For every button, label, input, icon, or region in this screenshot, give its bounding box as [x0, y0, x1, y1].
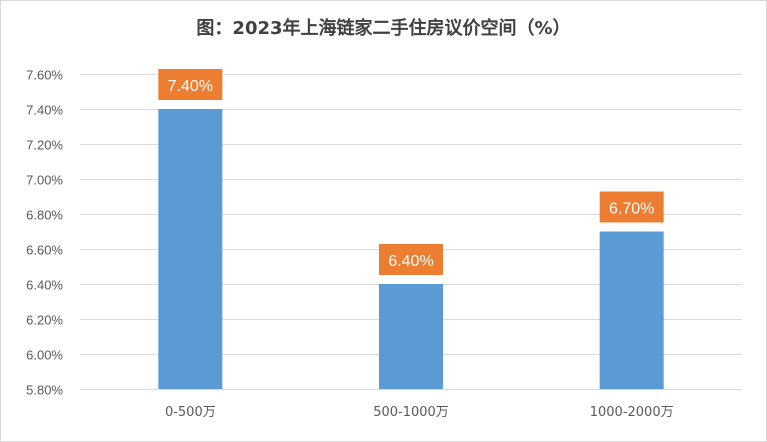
data-labels: 7.40% 6.40% 6.70% [158, 69, 664, 275]
y-tick-label: 7.40% [26, 103, 63, 118]
y-tick-label: 6.20% [26, 313, 63, 328]
x-tick-label: 0-500万 [165, 405, 216, 420]
y-tick-label: 6.40% [26, 278, 63, 293]
y-tick-label: 7.60% [26, 68, 63, 83]
y-axis-ticks: 7.60% 7.40% 7.20% 7.00% 6.80% 6.60% 6.40% 6.20%… [26, 68, 63, 398]
bar [379, 284, 443, 389]
y-tick-label: 7.00% [26, 173, 63, 188]
data-label: 6.70% [609, 201, 654, 218]
data-label-box [379, 244, 443, 275]
x-axis-ticks: 0-500万 500-1000万 1000-2000万 [165, 405, 674, 420]
y-tick-label: 6.80% [26, 208, 63, 223]
data-label: 6.40% [388, 253, 433, 270]
y-tick-label: 6.00% [26, 348, 63, 363]
bar [158, 109, 223, 389]
data-label-box [599, 191, 664, 223]
chart-title: 图：2023年上海链家二手住房议价空间（%） [196, 18, 571, 39]
y-tick-label: 7.20% [26, 138, 63, 153]
x-tick-label: 500-1000万 [373, 405, 449, 420]
x-tick-label: 1000-2000万 [590, 405, 674, 420]
y-tick-label: 6.60% [26, 243, 63, 258]
bar [599, 231, 664, 389]
data-label-box [158, 69, 223, 100]
data-label: 7.40% [168, 78, 213, 95]
y-tick-label: 5.80% [26, 383, 63, 398]
bars [158, 109, 664, 389]
